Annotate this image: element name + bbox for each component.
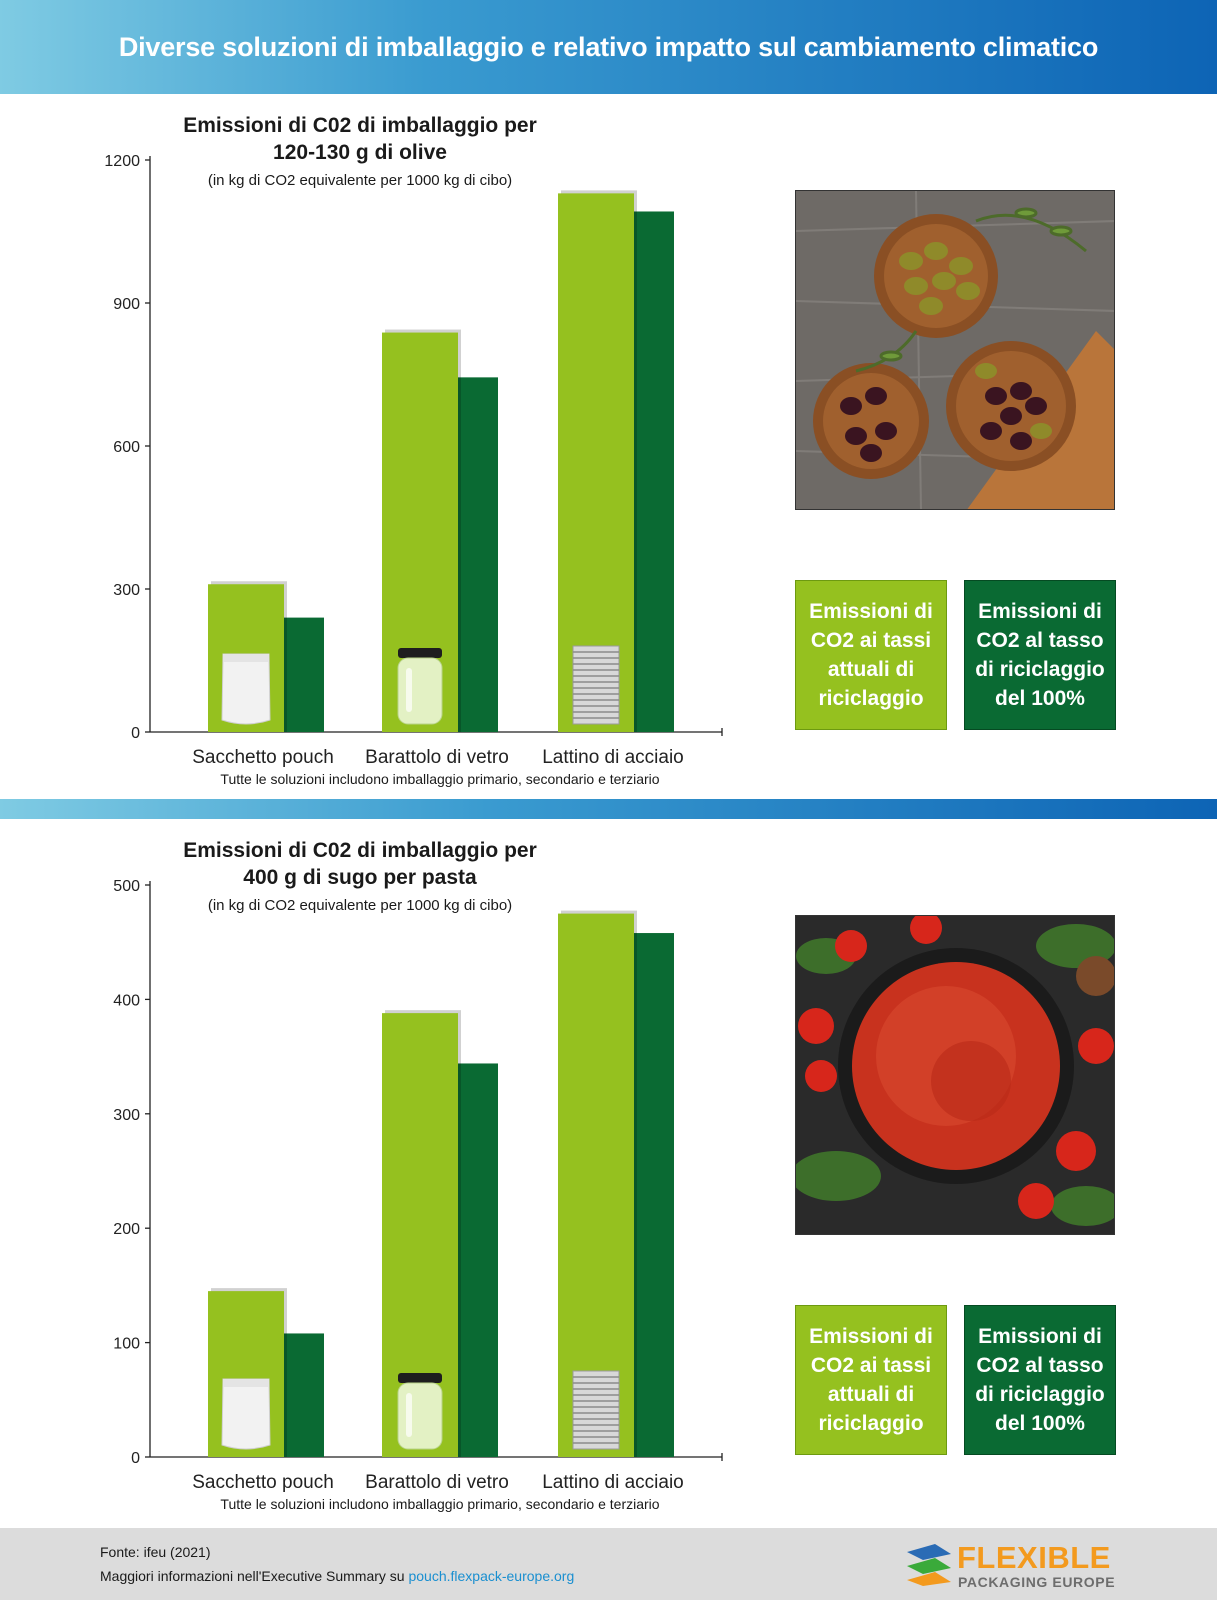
tomato-sauce-photo	[795, 915, 1115, 1235]
chart-footnote: Tutte le soluzioni includono imballaggio…	[220, 1496, 660, 1512]
bar-full-recycling	[634, 933, 674, 1457]
chart-title-line1: Emissioni di C02 di imballaggio per	[183, 114, 537, 137]
legend-current-rate: Emissioni di CO2 ai tassi attuali di ric…	[795, 580, 947, 730]
bar-full-recycling	[284, 1333, 324, 1457]
chart-title: Emissioni di C02 di imballaggio per 120-…	[140, 112, 580, 166]
chart-title-line2: 120-130 g di olive	[273, 141, 447, 164]
page-title: Diverse soluzioni di imballaggio e relat…	[0, 0, 1217, 94]
more-info-link[interactable]: pouch.flexpack-europe.org	[408, 1568, 575, 1584]
bar-current-rate	[558, 193, 634, 732]
x-tick-label: Lattino di acciaio	[542, 747, 684, 768]
legend-current-rate: Emissioni di CO2 ai tassi attuali di ric…	[795, 1305, 947, 1455]
bar-current-rate	[558, 913, 634, 1457]
steel-can-icon	[572, 645, 620, 725]
chart-title-line2: 400 g di sugo per pasta	[243, 866, 477, 889]
more-info-text: Maggiori informazioni nell'Executive Sum…	[100, 1568, 409, 1584]
flexible-packaging-europe-logo: FLEXIBLE PACKAGING EUROPE	[905, 1538, 1125, 1592]
glass-jar-icon	[397, 1373, 443, 1450]
y-tick-label: 0	[131, 725, 140, 742]
y-tick-label: 600	[113, 439, 140, 456]
bar-chart-olives: 0 300 600 900 1200 Sacchetto pouch Barattolo d…	[104, 153, 723, 768]
steel-can-icon	[572, 1370, 620, 1450]
chart-panel-pasta-sauce: 0 100 200 300 400 500 Sacchetto pouch Barattolo…	[0, 819, 1217, 1524]
glass-jar-icon	[397, 648, 443, 725]
y-tick-label: 100	[113, 1336, 140, 1353]
chart-title-line1: Emissioni di C02 di imballaggio per	[183, 839, 537, 862]
bar-full-recycling	[458, 1063, 498, 1457]
x-tick-label: Lattino di acciaio	[542, 1472, 684, 1493]
chart-subtitle: (in kg di CO2 equivalente per 1000 kg di…	[207, 172, 513, 189]
source-note: Fonte: ifeu (2021)	[100, 1544, 211, 1560]
pouch-icon	[221, 1378, 271, 1450]
y-tick-label: 300	[113, 1107, 140, 1124]
chart-subtitle: (in kg di CO2 equivalente per 1000 kg di…	[207, 897, 513, 914]
chart-title: Emissioni di C02 di imballaggio per 400 …	[140, 837, 580, 891]
bar-full-recycling	[458, 377, 498, 732]
x-tick-label: Barattolo di vetro	[365, 1472, 509, 1493]
pouch-icon	[221, 653, 271, 725]
legend-full-recycling: Emissioni di CO2 al tasso di riciclaggio…	[964, 1305, 1116, 1455]
bar-chart-pasta-sauce: 0 100 200 300 400 500 Sacchetto pouch Barattolo…	[113, 878, 723, 1493]
chart-footnote: Tutte le soluzioni includono imballaggio…	[220, 771, 660, 787]
y-tick-label: 1200	[104, 153, 140, 170]
section-divider	[0, 799, 1217, 819]
bar-full-recycling	[284, 617, 324, 732]
x-tick-label: Sacchetto pouch	[192, 747, 334, 768]
logo-word-packaging-europe: PACKAGING EUROPE	[958, 1574, 1116, 1590]
y-tick-label: 400	[113, 992, 140, 1009]
bar-full-recycling	[634, 211, 674, 733]
olives-photo	[795, 190, 1115, 510]
y-tick-label: 900	[113, 296, 140, 313]
y-tick-label: 300	[113, 582, 140, 599]
x-tick-label: Sacchetto pouch	[192, 1472, 334, 1493]
logo-mark-icon	[907, 1544, 951, 1586]
x-tick-label: Barattolo di vetro	[365, 747, 509, 768]
y-tick-label: 500	[113, 878, 140, 895]
legend-full-recycling: Emissioni di CO2 al tasso di riciclaggio…	[964, 580, 1116, 730]
footer: Fonte: ifeu (2021) Maggiori informazioni…	[0, 1528, 1217, 1600]
y-tick-label: 200	[113, 1221, 140, 1238]
chart-panel-olives: 0 300 600 900 1200 Sacchetto pouch Barattolo d…	[0, 94, 1217, 799]
y-tick-label: 0	[131, 1450, 140, 1467]
logo-word-flexible: FLEXIBLE	[957, 1540, 1111, 1575]
more-info-note: Maggiori informazioni nell'Executive Sum…	[100, 1568, 574, 1584]
